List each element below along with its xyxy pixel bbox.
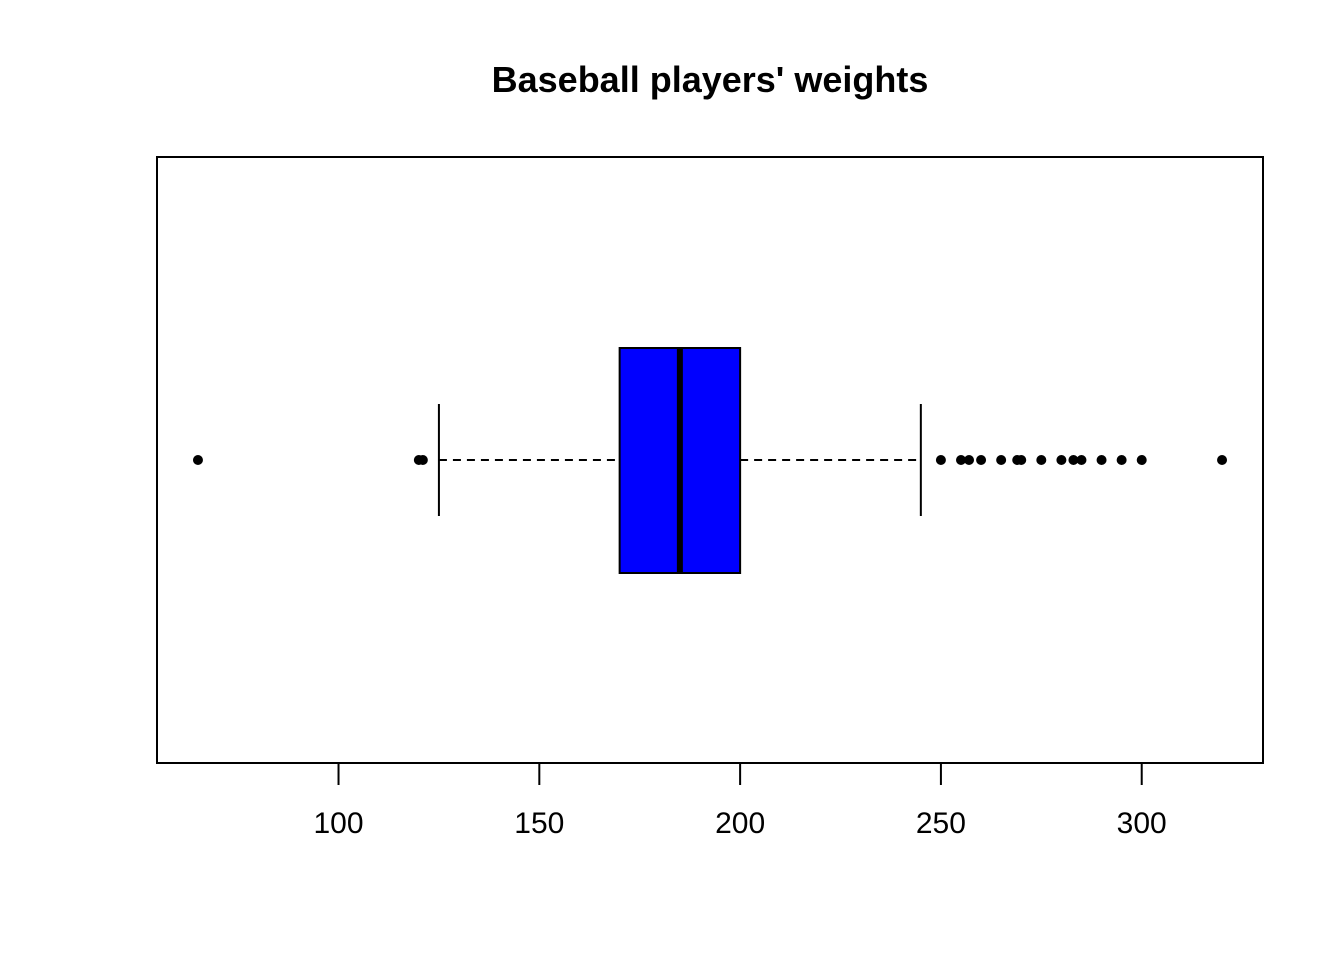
outlier-point [964,455,975,465]
outlier-point [1076,455,1087,465]
outlier-point [1016,455,1027,465]
outlier-point [1116,455,1127,465]
x-axis: 100 150 200 250 300 [313,762,1167,840]
outlier-point [935,455,946,465]
outlier-point [1096,455,1107,465]
x-tick-label: 300 [1117,807,1167,840]
x-tick-label: 150 [514,807,564,840]
outlier-point [1036,455,1047,465]
outlier-points [192,455,1228,465]
outlier-point [976,455,987,465]
outlier-point [417,455,428,465]
outlier-point [996,455,1007,465]
x-tick-label: 250 [916,807,966,840]
outlier-point [1068,455,1079,465]
outlier-point [1136,455,1147,465]
outlier-point [1056,455,1067,465]
box-plot [437,347,922,574]
x-tick-label: 200 [715,807,765,840]
outlier-point [955,455,966,465]
x-tick-label: 100 [313,807,363,840]
outlier-point [1217,455,1228,465]
chart-title: Baseball players' weights [492,59,929,100]
outlier-point [192,455,203,465]
